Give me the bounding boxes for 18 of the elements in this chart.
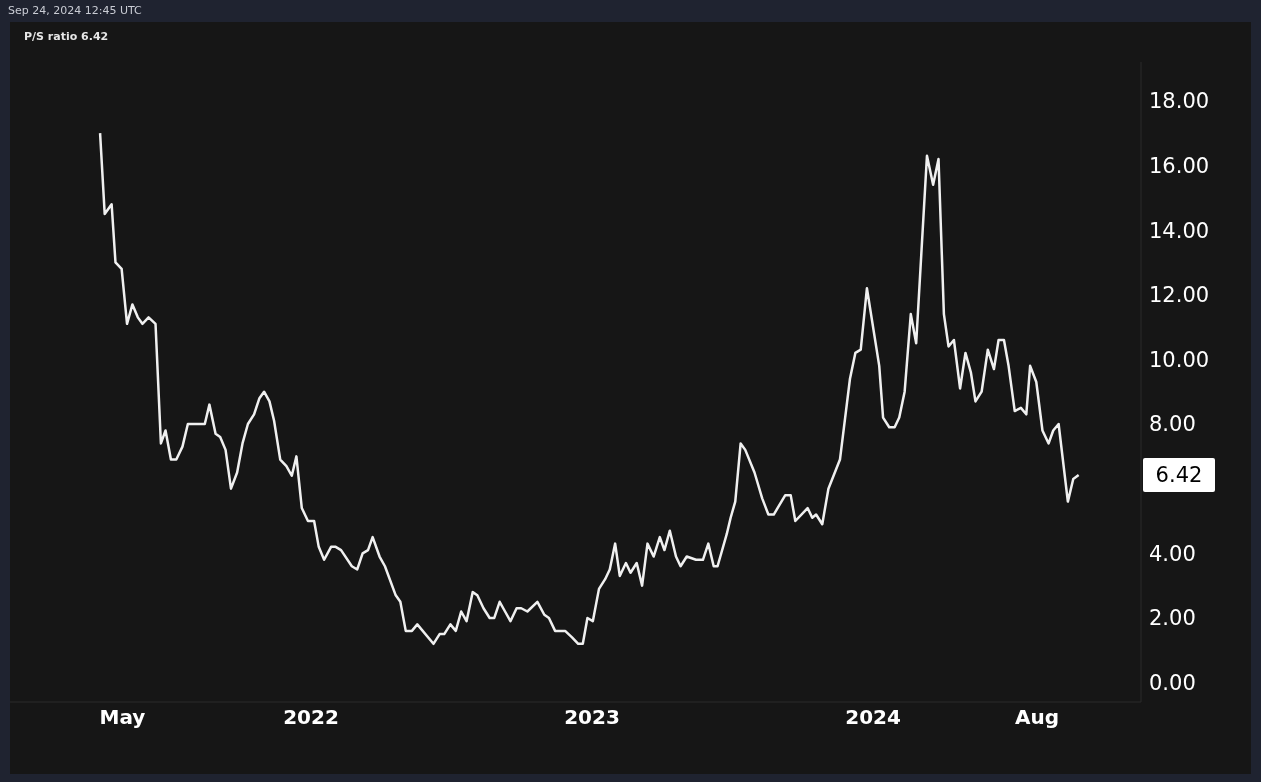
y-tick-label: 4.00 <box>1149 541 1196 566</box>
y-tick-label: 14.00 <box>1149 218 1210 243</box>
y-tick-label: 8.00 <box>1149 412 1196 437</box>
y-tick-label: 2.00 <box>1149 606 1196 631</box>
x-tick-label: 2022 <box>283 705 339 730</box>
x-tick-label: Aug <box>1015 705 1060 730</box>
line-series <box>98 131 1080 646</box>
y-tick-label: 12.00 <box>1149 283 1210 308</box>
text: Sep 24, 2024 12:45 UTC <box>8 4 142 17</box>
y-tick-label: 10.00 <box>1149 347 1210 372</box>
y-tick-label: 0.00 <box>1149 671 1196 696</box>
x-tick-label: 2023 <box>564 705 620 730</box>
y-tick-label: 18.00 <box>1149 89 1210 114</box>
x-tick-label: May <box>99 705 146 730</box>
text: 6.42 <box>1155 463 1203 488</box>
y-tick-label: 16.00 <box>1149 153 1210 178</box>
x-tick-label: 2024 <box>845 705 901 730</box>
chart-title: P/S ratio 6.42 <box>24 30 109 43</box>
